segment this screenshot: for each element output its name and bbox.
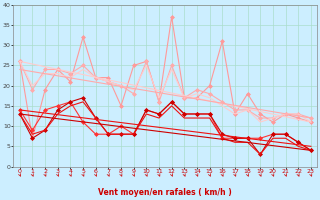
X-axis label: Vent moyen/en rafales ( km/h ): Vent moyen/en rafales ( km/h ) [99, 188, 232, 197]
